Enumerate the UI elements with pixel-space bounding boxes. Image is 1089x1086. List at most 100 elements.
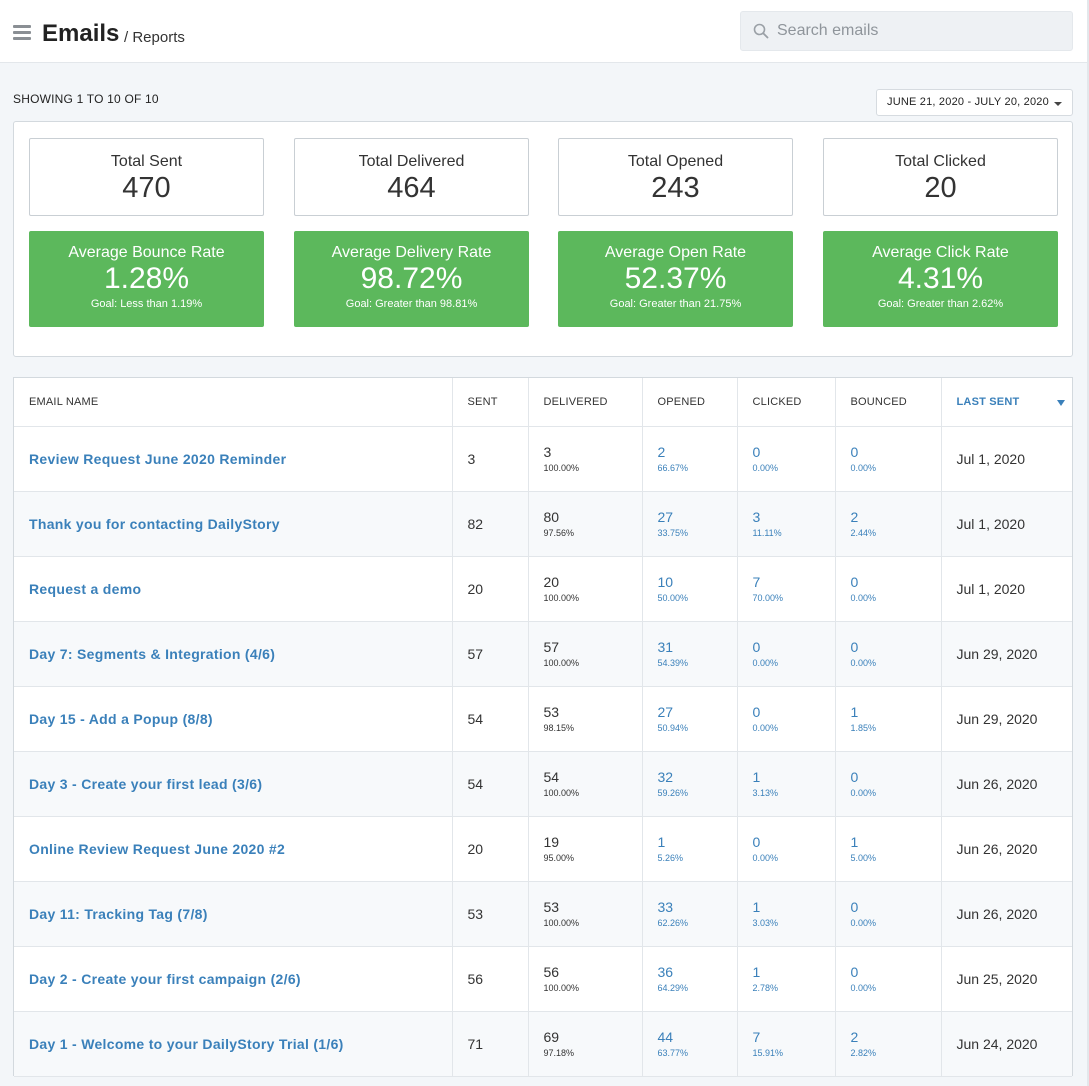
email-name-link[interactable]: Review Request June 2020 Reminder	[29, 450, 287, 467]
table-row: Request a demo 20 20 100.00% 10 50.00% 7 …	[14, 556, 1072, 622]
email-name-link[interactable]: Day 7: Segments & Integration (4/6)	[29, 645, 276, 662]
email-name-link[interactable]: Day 2 - Create your first campaign (2/6)	[29, 970, 301, 987]
cell-clicked[interactable]: 7 15.91%	[737, 1011, 836, 1077]
cell-last-sent: Jul 1, 2020	[941, 491, 1072, 557]
cell-email-name: Day 15 - Add a Popup (8/8)	[14, 686, 453, 752]
cell-bounced[interactable]: 1 5.00%	[835, 816, 942, 882]
cell-bounced[interactable]: 0 0.00%	[835, 881, 942, 947]
delivered-percent: 100.00%	[543, 983, 580, 993]
bounced-count: 0	[850, 769, 859, 785]
rate-label: Average Bounce Rate	[68, 244, 225, 261]
email-name-link[interactable]: Day 1 - Welcome to your DailyStory Trial…	[29, 1035, 344, 1052]
cell-bounced[interactable]: 0 0.00%	[835, 946, 942, 1012]
cell-clicked[interactable]: 0 0.00%	[737, 816, 836, 882]
clicked-percent: 0.00%	[752, 463, 779, 473]
opened-count: 27	[657, 704, 674, 720]
results-count: SHOWING 1 TO 10 OF 10	[13, 92, 159, 106]
cell-sent: 71	[452, 1011, 529, 1077]
clicked-count: 1	[752, 899, 761, 915]
cell-clicked[interactable]: 0 0.00%	[737, 621, 836, 687]
rate-value: 98.72%	[360, 262, 463, 295]
cell-opened[interactable]: 33 62.26%	[642, 881, 738, 947]
search-input[interactable]	[777, 12, 1067, 50]
cell-bounced[interactable]: 2 2.44%	[835, 491, 942, 557]
email-name-link[interactable]: Day 11: Tracking Tag (7/8)	[29, 905, 208, 922]
opened-count: 1	[657, 834, 666, 850]
rate-label: Average Delivery Rate	[331, 244, 492, 261]
col-email-name[interactable]: EMAIL NAME	[14, 378, 453, 427]
table-row: Thank you for contacting DailyStory 82 80…	[14, 491, 1072, 557]
cell-delivered: 53 100.00%	[528, 881, 643, 947]
cell-clicked[interactable]: 1 2.78%	[737, 946, 836, 1012]
opened-count: 31	[657, 639, 674, 655]
cell-delivered: 56 100.00%	[528, 946, 643, 1012]
opened-count: 32	[657, 769, 674, 785]
col-clicked[interactable]: CLICKED	[737, 378, 836, 427]
opened-percent: 5.26%	[657, 853, 684, 863]
bounced-percent: 0.00%	[850, 983, 877, 993]
cell-delivered: 19 95.00%	[528, 816, 643, 882]
cell-bounced[interactable]: 0 0.00%	[835, 426, 942, 492]
cell-opened[interactable]: 27 33.75%	[642, 491, 738, 557]
cell-bounced[interactable]: 0 0.00%	[835, 556, 942, 622]
table-row: Day 3 - Create your first lead (3/6) 54 5…	[14, 751, 1072, 817]
delivered-count: 53	[543, 899, 560, 915]
cell-bounced[interactable]: 1 1.85%	[835, 686, 942, 752]
col-bounced[interactable]: BOUNCED	[835, 378, 942, 427]
col-sent[interactable]: SENT	[452, 378, 529, 427]
cell-sent: 56	[452, 946, 529, 1012]
delivered-count: 19	[543, 834, 560, 850]
delivered-count: 57	[543, 639, 560, 655]
bounced-count: 2	[850, 1029, 859, 1045]
cell-email-name: Day 7: Segments & Integration (4/6)	[14, 621, 453, 687]
search-icon	[753, 23, 769, 39]
cell-opened[interactable]: 1 5.26%	[642, 816, 738, 882]
cell-clicked[interactable]: 0 0.00%	[737, 686, 836, 752]
cell-clicked[interactable]: 3 11.11%	[737, 491, 836, 557]
cell-bounced[interactable]: 0 0.00%	[835, 621, 942, 687]
table-row: Day 7: Segments & Integration (4/6) 57 57…	[14, 621, 1072, 687]
opened-percent: 33.75%	[657, 528, 689, 538]
cell-opened[interactable]: 31 54.39%	[642, 621, 738, 687]
email-name-link[interactable]: Request a demo	[29, 580, 142, 597]
delivered-percent: 97.18%	[543, 1048, 575, 1058]
hamburger-menu-icon[interactable]	[13, 25, 31, 40]
date-range-dropdown[interactable]: JUNE 21, 2020 - JULY 20, 2020	[876, 89, 1073, 116]
sort-desc-icon	[1057, 400, 1065, 406]
summary-panel: Total Sent 470 Total Delivered 464 Total…	[13, 121, 1073, 357]
cell-sent: 54	[452, 751, 529, 817]
search-box[interactable]	[740, 11, 1073, 51]
stat-label: Total Delivered	[358, 153, 465, 170]
email-name-link[interactable]: Day 3 - Create your first lead (3/6)	[29, 775, 263, 792]
cell-opened[interactable]: 44 63.77%	[642, 1011, 738, 1077]
col-opened[interactable]: OPENED	[642, 378, 738, 427]
col-last-sent[interactable]: LAST SENT	[941, 378, 1072, 427]
bounced-percent: 0.00%	[850, 788, 877, 798]
cell-clicked[interactable]: 0 0.00%	[737, 426, 836, 492]
cell-opened[interactable]: 36 64.29%	[642, 946, 738, 1012]
cell-opened[interactable]: 32 59.26%	[642, 751, 738, 817]
opened-count: 36	[657, 964, 674, 980]
rate-value: 4.31%	[897, 262, 984, 295]
cell-email-name: Day 11: Tracking Tag (7/8)	[14, 881, 453, 947]
bounced-percent: 2.44%	[850, 528, 877, 538]
cell-bounced[interactable]: 2 2.82%	[835, 1011, 942, 1077]
cell-opened[interactable]: 2 66.67%	[642, 426, 738, 492]
cell-clicked[interactable]: 1 3.03%	[737, 881, 836, 947]
cell-opened[interactable]: 27 50.94%	[642, 686, 738, 752]
email-name-link[interactable]: Online Review Request June 2020 #2	[29, 840, 286, 857]
cell-bounced[interactable]: 0 0.00%	[835, 751, 942, 817]
cell-clicked[interactable]: 7 70.00%	[737, 556, 836, 622]
cell-clicked[interactable]: 1 3.13%	[737, 751, 836, 817]
cell-sent: 20	[452, 816, 529, 882]
col-delivered[interactable]: DELIVERED	[528, 378, 643, 427]
table-row: Day 11: Tracking Tag (7/8) 53 53 100.00% …	[14, 881, 1072, 947]
email-name-link[interactable]: Thank you for contacting DailyStory	[29, 515, 280, 532]
cell-opened[interactable]: 10 50.00%	[642, 556, 738, 622]
app-header: Emails / Reports	[0, 0, 1089, 63]
opened-count: 2	[657, 444, 666, 460]
rate-label: Average Click Rate	[872, 244, 1009, 261]
bounced-count: 1	[850, 834, 859, 850]
email-name-link[interactable]: Day 15 - Add a Popup (8/8)	[29, 710, 213, 727]
bounced-count: 0	[850, 899, 859, 915]
